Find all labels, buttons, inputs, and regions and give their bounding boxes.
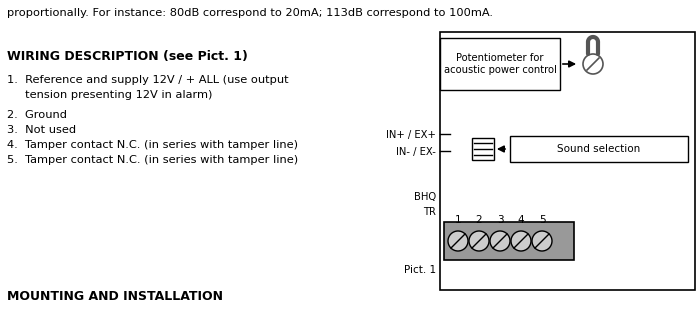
Circle shape [490,231,510,251]
Text: WIRING DESCRIPTION (see Pict. 1): WIRING DESCRIPTION (see Pict. 1) [7,50,248,63]
Circle shape [511,231,531,251]
Circle shape [469,231,489,251]
Text: 1: 1 [455,215,461,225]
Text: 5: 5 [539,215,545,225]
Text: 5.  Tamper contact N.C. (in series with tamper line): 5. Tamper contact N.C. (in series with t… [7,155,298,165]
Text: TR: TR [423,207,436,217]
Bar [472,138,494,160]
Bar [510,136,688,162]
Bar [440,32,695,290]
Text: 1.  Reference and supply 12V / + ALL (use output: 1. Reference and supply 12V / + ALL (use… [7,75,288,85]
Text: IN+ / EX+: IN+ / EX+ [386,130,436,140]
Circle shape [448,231,468,251]
Text: IN- / EX-: IN- / EX- [396,147,436,157]
Bar [440,38,560,90]
Bar [444,222,574,260]
Text: Potentiometer for
acoustic power control: Potentiometer for acoustic power control [444,53,556,75]
Circle shape [532,231,552,251]
Text: tension presenting 12V in alarm): tension presenting 12V in alarm) [7,90,212,100]
Text: Sound selection: Sound selection [557,144,640,154]
Text: BHQ: BHQ [414,192,436,202]
Circle shape [583,54,603,74]
Text: 4.  Tamper contact N.C. (in series with tamper line): 4. Tamper contact N.C. (in series with t… [7,140,298,150]
Text: 3.  Not used: 3. Not used [7,125,76,135]
Text: 3: 3 [497,215,503,225]
Text: 4: 4 [518,215,524,225]
Text: MOUNTING AND INSTALLATION: MOUNTING AND INSTALLATION [7,290,223,303]
Text: 2.  Ground: 2. Ground [7,110,67,120]
Text: proportionally. For instance: 80dB correspond to 20mA; 113dB correspond to 100mA: proportionally. For instance: 80dB corre… [7,8,493,18]
Text: 2: 2 [476,215,482,225]
Text: Pict. 1: Pict. 1 [404,265,436,275]
